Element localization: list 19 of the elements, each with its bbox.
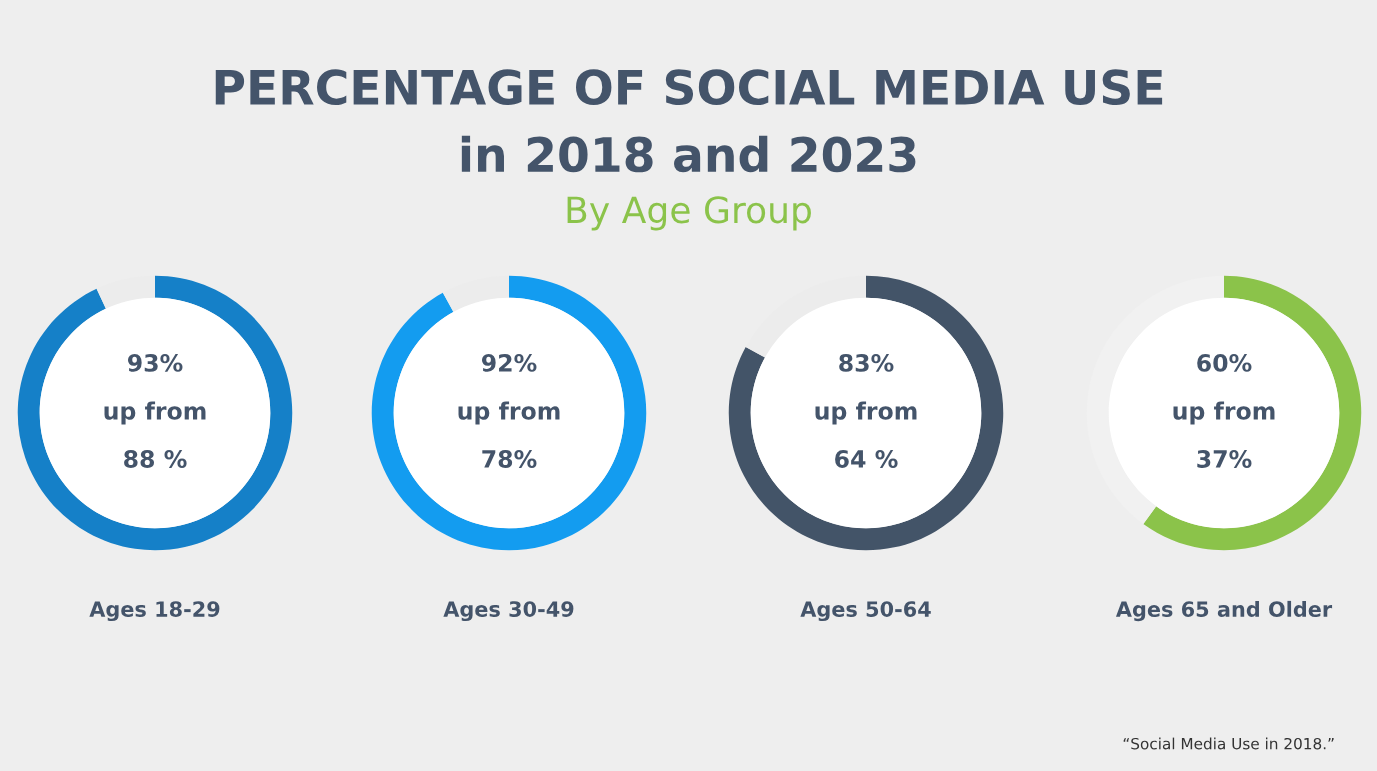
text: up from [1173,401,1275,425]
text: up from [815,401,917,425]
text: 78% [482,450,537,468]
text: PERCENTAGE OF SOCIAL MEDIA USE in 2018 and 2023 [215,69,1163,173]
text: Ages 30-49 [443,601,574,622]
text: 88 % [124,450,187,468]
text: up from [104,401,206,425]
text: 37% [1197,450,1252,468]
text: 92% [481,353,537,372]
text: Ages 65 and Older [1115,600,1333,622]
text: 64 % [835,450,898,468]
text: 83% [839,353,894,372]
text: By Age Group [567,196,811,231]
text: up from [458,401,560,425]
text: Ages 50-64 [800,601,931,622]
text: 60% [1197,353,1252,372]
text: 93% [127,353,183,372]
text: Ages 18-29 [89,601,220,622]
text: “Social Media Use in 2018.” [1123,737,1334,750]
